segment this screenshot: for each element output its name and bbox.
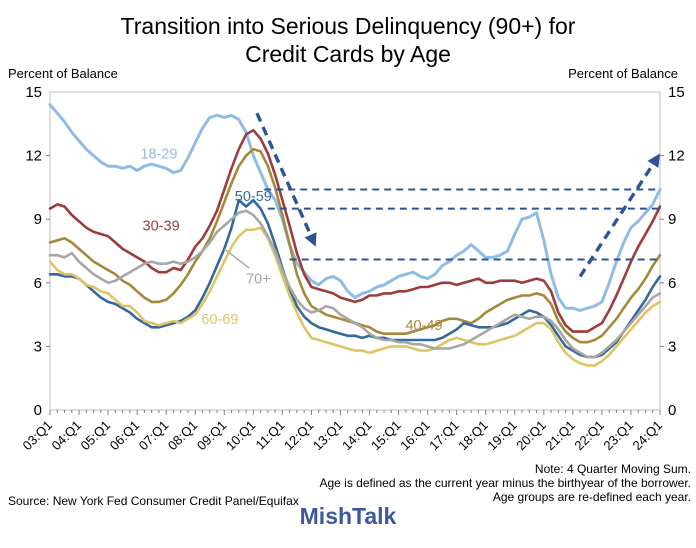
chart-title-line1: Transition into Serious Delinquency (90+… (120, 13, 576, 39)
series-label-60-69: 60-69 (201, 312, 238, 328)
series-line-18-29 (48, 103, 662, 312)
y-tick-label-right: 0 (668, 402, 676, 419)
y-tick-label-left: 9 (34, 211, 42, 228)
x-tick-label: 06:Q1 (107, 418, 143, 454)
x-tick-label: 05:Q1 (78, 418, 114, 454)
x-tick-label: 15:Q1 (368, 418, 404, 454)
x-tick-label: 08:Q1 (165, 418, 201, 454)
x-tick-label: 24:Q1 (629, 418, 665, 454)
down-trend-arrow-head (304, 232, 317, 247)
series-line-60-69 (48, 226, 662, 367)
y-tick-label-left: 0 (34, 402, 42, 419)
x-tick-label: 23:Q1 (600, 418, 636, 454)
x-tick-label: 20:Q1 (513, 418, 549, 454)
plot-frame (49, 91, 661, 411)
x-tick-label: 13:Q1 (310, 418, 346, 454)
series-label-70+: 70+ (246, 272, 271, 288)
y-tick-label-right: 6 (668, 275, 676, 292)
source-credit: Source: New York Fed Consumer Credit Pan… (8, 494, 299, 508)
chart-title-line2: Credit Cards by Age (245, 41, 451, 67)
y-tick-label-left: 15 (25, 84, 42, 101)
x-tick-label: 21:Q1 (542, 418, 578, 454)
note-line-3: Age groups are re-defined each year. (492, 490, 691, 504)
x-tick-label: 07:Q1 (136, 418, 172, 454)
x-tick-label: 18:Q1 (455, 418, 491, 454)
y-axis-unit-left: Percent of Balance (8, 66, 118, 81)
label-leader-line (223, 248, 250, 269)
y-tick-label-right: 9 (668, 211, 676, 228)
note-line-2: Age is defined as the current year minus… (319, 476, 691, 490)
up-trend-arrow (578, 163, 655, 278)
x-tick-label: 17:Q1 (426, 418, 462, 454)
series-label-50-59: 50-59 (235, 189, 272, 205)
x-tick-label: 14:Q1 (339, 418, 375, 454)
x-tick-label: 03:Q1 (19, 418, 55, 454)
y-tick-label-left: 12 (25, 148, 42, 165)
y-tick-label-right: 12 (668, 148, 685, 165)
x-tick-label: 04:Q1 (49, 418, 85, 454)
y-tick-label-left: 3 (34, 338, 42, 355)
x-tick-label: 19:Q1 (484, 418, 520, 454)
series-line-50-59 (48, 198, 662, 359)
series-label-40-49: 40-49 (405, 318, 442, 334)
y-tick-label-right: 3 (668, 338, 676, 355)
series-line-30-39 (48, 128, 662, 333)
x-tick-label: 22:Q1 (571, 418, 607, 454)
series-line-70+ (48, 209, 662, 359)
series-line-40-49 (48, 147, 662, 344)
x-tick-label: 16:Q1 (397, 418, 433, 454)
y-axis-unit-right: Percent of Balance (568, 66, 678, 81)
x-tick-label: 09:Q1 (194, 418, 230, 454)
x-tick-label: 11:Q1 (253, 418, 288, 453)
x-tick-label: 12:Q1 (281, 418, 317, 454)
down-trend-arrow (255, 112, 313, 236)
y-tick-label-left: 6 (34, 275, 42, 292)
x-tick-label: 10:Q1 (223, 418, 259, 454)
watermark-logo: MishTalk (299, 503, 397, 529)
up-trend-arrow-head (647, 153, 660, 168)
note-line-1: Note: 4 Quarter Moving Sum. (534, 462, 691, 476)
y-tick-label-right: 15 (668, 84, 685, 101)
series-label-18-29: 18-29 (140, 146, 177, 162)
chart-notes: Note: 4 Quarter Moving Sum. Age is defin… (319, 462, 691, 504)
series-label-30-39: 30-39 (143, 219, 180, 235)
chart-title: Transition into Serious Delinquency (90+… (0, 12, 696, 68)
